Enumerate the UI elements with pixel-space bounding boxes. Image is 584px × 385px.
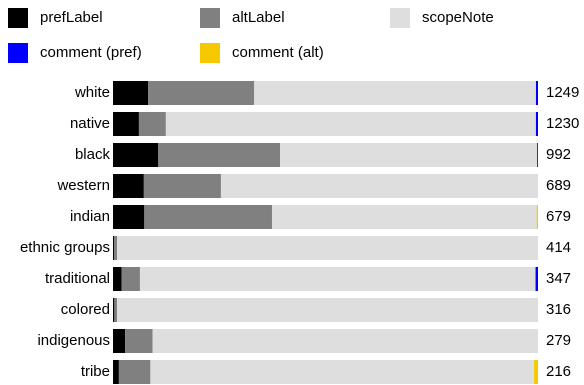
total-label: 347 [546, 270, 571, 287]
bar-segment [113, 236, 115, 260]
total-label: 679 [546, 208, 571, 225]
bar-segment [534, 360, 538, 384]
bar-segment [113, 267, 122, 291]
legend-swatch [8, 43, 28, 63]
total-label: 1249 [546, 84, 579, 101]
bar-segment [150, 360, 535, 384]
bar-segment [535, 112, 538, 136]
bar-segment [114, 298, 118, 322]
legend-swatch [8, 8, 28, 28]
y-tick-label: tribe [81, 363, 110, 380]
bar-segment [125, 329, 153, 353]
bar-segment [165, 112, 536, 136]
total-label: 992 [546, 146, 571, 163]
bar-segment [117, 236, 539, 260]
bar-segment [157, 143, 281, 167]
bar-segment [113, 298, 115, 322]
legend-label: altLabel [232, 9, 285, 26]
legend-swatch [200, 8, 220, 28]
y-tick-label: white [74, 84, 110, 101]
bar-segment [113, 205, 145, 229]
legend-label: scopeNote [422, 9, 494, 26]
legend-swatch [200, 43, 220, 63]
y-tick-label: ethnic groups [20, 239, 110, 256]
bar-segment [114, 236, 118, 260]
total-label: 414 [546, 239, 571, 256]
bar-segment [138, 112, 166, 136]
bar-segment [118, 360, 151, 384]
y-tick-label: indian [70, 208, 110, 225]
bar-segment [280, 143, 538, 167]
legend-swatch [390, 8, 410, 28]
bar-segment [113, 112, 139, 136]
y-tick-label: native [70, 115, 110, 132]
bar-segment [113, 81, 149, 105]
y-tick-label: colored [61, 301, 110, 318]
bar-segment [536, 205, 538, 229]
bar-segment [121, 267, 140, 291]
bar-segment [113, 329, 126, 353]
bar-segment [535, 267, 538, 291]
bar-segment [254, 81, 536, 105]
total-label: 689 [546, 177, 571, 194]
y-tick-label: black [75, 146, 111, 163]
y-tick-label: indigenous [37, 332, 110, 349]
bar-segment [144, 205, 272, 229]
y-tick-label: western [56, 177, 110, 194]
total-label: 316 [546, 301, 571, 318]
bar-segment [535, 81, 538, 105]
bar-segment [113, 360, 119, 384]
bar-segment [537, 143, 538, 167]
bar-segment [139, 267, 536, 291]
total-label: 279 [546, 332, 571, 349]
bar-segment [148, 81, 255, 105]
legend-label: prefLabel [40, 9, 103, 26]
y-tick-label: traditional [45, 270, 110, 287]
bar-segment [143, 174, 221, 198]
bar-segment [152, 329, 539, 353]
total-label: 1230 [546, 115, 579, 132]
bar-segment [113, 174, 144, 198]
legend-label: comment (alt) [232, 44, 324, 61]
total-label: 216 [546, 363, 571, 380]
bar-segment [113, 143, 158, 167]
bar-segment [117, 298, 538, 322]
bar-segment [271, 205, 537, 229]
bar-segment [220, 174, 539, 198]
legend-label: comment (pref) [40, 44, 142, 61]
